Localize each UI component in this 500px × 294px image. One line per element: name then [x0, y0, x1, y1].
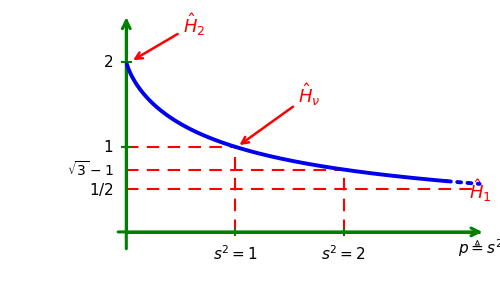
Text: $1$: $1$: [103, 139, 114, 155]
Text: $s^2=2$: $s^2=2$: [322, 244, 366, 263]
Text: $\hat{H}_2$: $\hat{H}_2$: [136, 11, 206, 59]
Text: $\sqrt{3}-1$: $\sqrt{3}-1$: [66, 160, 114, 179]
Text: $p \triangleq s^2$: $p \triangleq s^2$: [458, 237, 500, 259]
Text: $2$: $2$: [103, 54, 114, 70]
Text: $\hat{H}_\nu$: $\hat{H}_\nu$: [242, 82, 320, 143]
Text: $s^2=1$: $s^2=1$: [212, 244, 258, 263]
Text: $\hat{H}_1$: $\hat{H}_1$: [468, 177, 491, 203]
Text: $1/2$: $1/2$: [89, 181, 114, 198]
